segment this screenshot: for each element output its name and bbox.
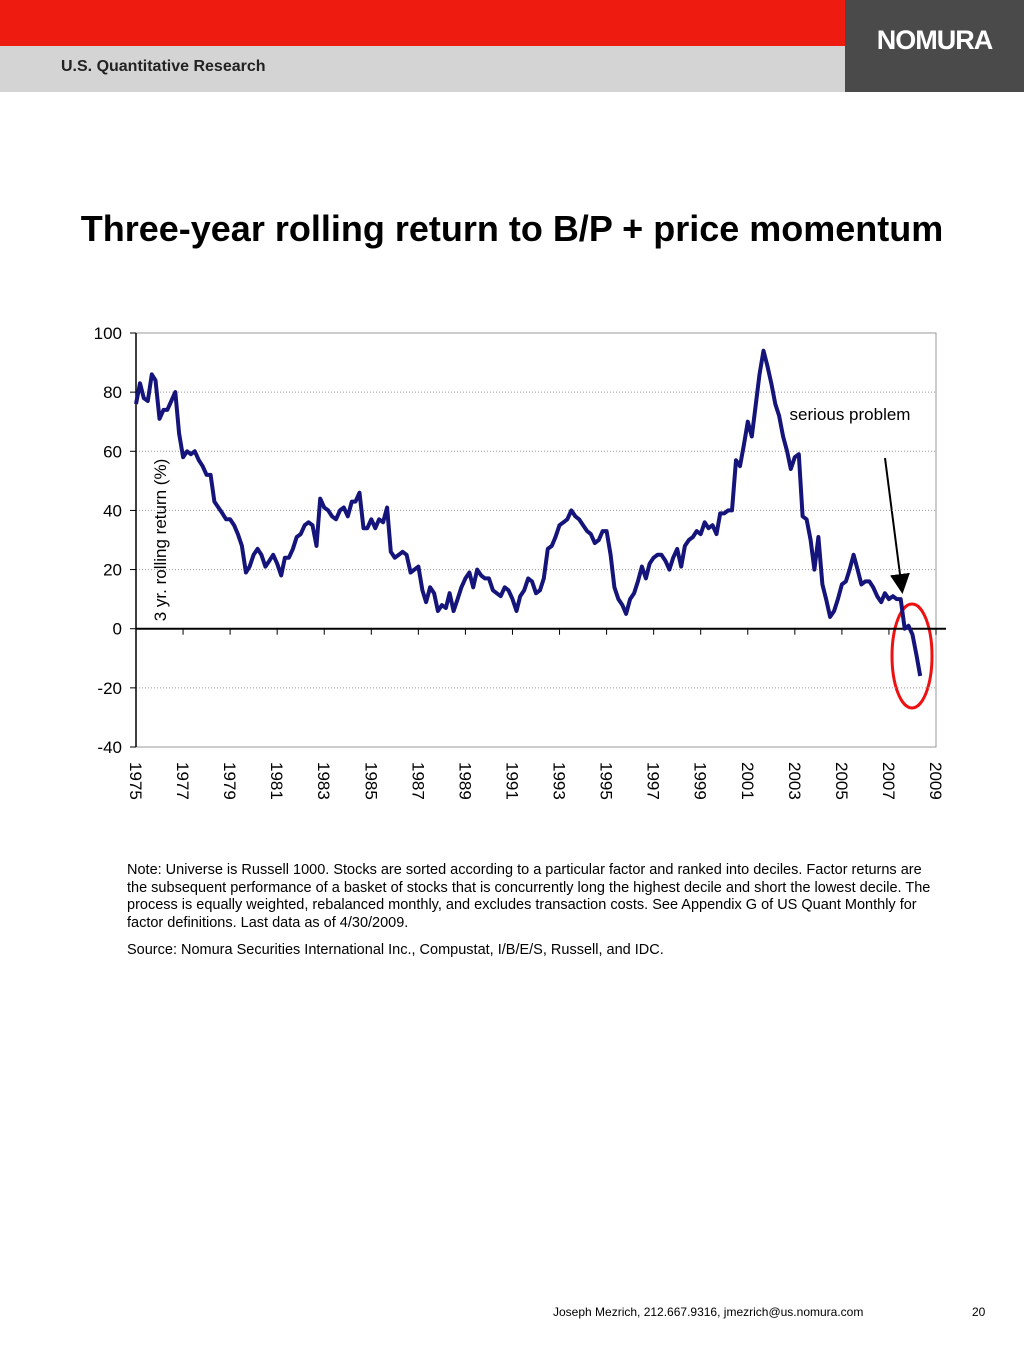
x-tick-label: 1989 [455, 762, 474, 800]
x-tick-label: 1987 [408, 762, 427, 800]
x-tick-label: 2003 [785, 762, 804, 800]
footer-contact: Joseph Mezrich, 212.667.9316, jmezrich@u… [553, 1305, 864, 1319]
y-axis-label: 3 yr. rolling return (%) [151, 459, 170, 622]
x-tick-label: 1993 [550, 762, 569, 800]
x-tick-label: 2007 [879, 762, 898, 800]
logo: NOMURA [845, 0, 1024, 92]
header-band [0, 46, 845, 92]
annotation-arrow [884, 457, 910, 594]
x-tick-label: 1985 [361, 762, 380, 800]
x-tick-label: 1997 [644, 762, 663, 800]
x-tick-label: 1999 [691, 762, 710, 800]
annotation: serious problem [790, 405, 911, 424]
highlight-circle [890, 602, 934, 710]
x-tick-label: 2005 [832, 762, 851, 800]
x-tick-label: 1991 [502, 762, 521, 800]
plot-frame [135, 332, 937, 748]
x-tick-label: 1983 [314, 762, 333, 800]
chart-title: Three-year rolling return to B/P + price… [80, 208, 944, 249]
x-tick-label: 1975 [126, 762, 145, 800]
y-tick-label: 60 [103, 442, 122, 461]
page-number: 20 [972, 1305, 986, 1319]
x-tick-label: 2009 [926, 762, 945, 800]
y-tick-label: -40 [97, 738, 122, 757]
x-tick-label: 1995 [597, 762, 616, 800]
note: Note: Universe is Russell 1000. Stocks a… [127, 862, 931, 931]
y-tick-label: 80 [103, 383, 122, 402]
x-tick-label: 1981 [267, 762, 286, 800]
y-tick-label: -20 [97, 679, 122, 698]
x-tick-label: 1977 [173, 762, 192, 800]
x-tick-label: 1979 [220, 762, 239, 800]
header-bar [0, 0, 845, 46]
x-tick-label: 2001 [738, 762, 757, 800]
y-tick-label: 100 [94, 324, 122, 343]
section-title: U.S. Quantitative Research [61, 58, 266, 75]
chart: 3 yr. rolling return (%) serious problem… [94, 324, 946, 800]
source: Source: Nomura Securities International … [127, 942, 664, 958]
line-series [134, 348, 923, 677]
y-tick-label: 20 [103, 561, 122, 580]
y-tick-label: 0 [113, 620, 122, 639]
y-tick-label: 40 [103, 501, 122, 520]
